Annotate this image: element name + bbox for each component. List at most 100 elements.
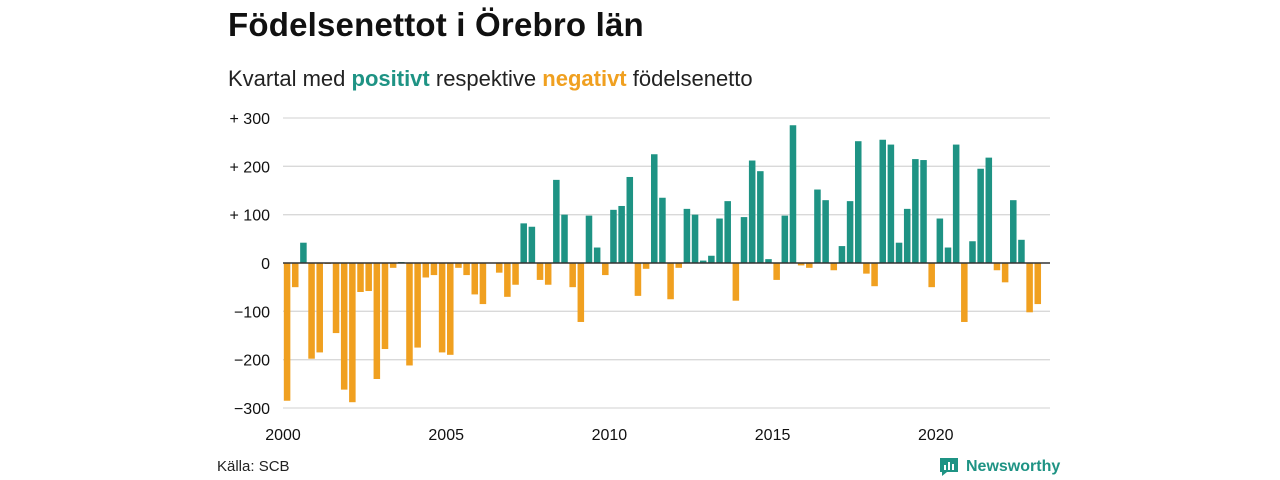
bar (553, 179, 560, 263)
bar (406, 263, 413, 366)
bar (1034, 263, 1042, 305)
x-tick-label: 2000 (265, 427, 301, 444)
bar (765, 259, 772, 263)
bar (438, 263, 446, 353)
x-tick-label: 2020 (918, 427, 954, 444)
x-axis-tick-labels: 2000 2005 2010 2015 2020 (265, 427, 953, 444)
bar (495, 263, 503, 273)
bar (373, 263, 381, 379)
bar (544, 263, 552, 285)
bar (928, 263, 935, 288)
bar (349, 263, 356, 403)
bar (854, 141, 862, 263)
bar (512, 263, 519, 285)
bar (610, 209, 617, 263)
bar (634, 263, 642, 296)
bar (814, 189, 821, 263)
bar (300, 242, 307, 263)
bar (642, 263, 650, 269)
bar (504, 263, 511, 297)
bar (430, 263, 438, 276)
bar (1001, 263, 1009, 283)
source-label: Källa: SCB (217, 458, 290, 475)
bar (1026, 263, 1033, 313)
bar (536, 263, 544, 280)
x-tick-label: 2005 (428, 427, 464, 444)
brand-name: Newsworthy (966, 458, 1061, 475)
bar (871, 263, 878, 287)
bar (822, 200, 829, 263)
bar (479, 263, 487, 305)
bar (708, 255, 715, 263)
bar (455, 263, 462, 268)
bar (316, 263, 323, 353)
y-tick-label: −100 (234, 304, 270, 321)
bar (789, 125, 797, 263)
bar (308, 263, 315, 359)
bar (683, 208, 691, 263)
subtitle-middle: respektive (435, 66, 537, 91)
y-tick-label: + 300 (230, 111, 271, 128)
y-tick-label: + 100 (230, 208, 271, 225)
x-tick-label: 2010 (592, 427, 628, 444)
bar (920, 160, 927, 263)
bar (585, 215, 593, 263)
y-tick-label: + 200 (230, 159, 271, 176)
bar (985, 157, 993, 263)
subtitle-negative-word: negativt (542, 66, 627, 91)
bar (528, 226, 536, 263)
bar (651, 154, 658, 263)
bar (447, 263, 454, 355)
subtitle-prefix: Kvartal med (228, 66, 346, 91)
bar (887, 144, 895, 263)
bar (748, 160, 756, 263)
bar (724, 201, 731, 263)
brand-logo[interactable]: Newsworthy (938, 456, 1060, 478)
bar (602, 263, 609, 276)
bar (912, 159, 919, 263)
bar (903, 208, 911, 263)
x-tick-label: 2015 (755, 427, 791, 444)
bar (593, 247, 601, 263)
bars (283, 125, 1042, 403)
bar (340, 263, 348, 390)
bar (357, 263, 364, 292)
bar (691, 214, 699, 263)
bar (381, 263, 389, 350)
bar (577, 263, 585, 322)
bar (618, 205, 625, 263)
bar (291, 263, 299, 288)
subtitle-suffix: födelsenetto (632, 66, 753, 91)
bar (332, 263, 340, 334)
chart-title: Födelsenettot i Örebro län (228, 6, 644, 43)
bar (569, 263, 576, 288)
bar (797, 263, 805, 266)
bar (936, 218, 944, 263)
bar (1018, 239, 1025, 263)
bar (846, 201, 854, 263)
y-tick-label: −300 (234, 401, 270, 418)
bar (471, 263, 479, 295)
bar (969, 241, 976, 263)
bar (659, 197, 666, 263)
y-tick-label: −200 (234, 353, 270, 370)
bar (732, 263, 740, 301)
bar (740, 217, 748, 263)
bar (781, 215, 789, 263)
bar (838, 246, 846, 263)
bar (773, 263, 780, 280)
bar (977, 168, 984, 263)
chart-subtitle: Kvartal med positivt respektive negativt… (228, 66, 753, 92)
bar (561, 214, 568, 263)
bar (806, 263, 813, 268)
bar (879, 139, 886, 263)
y-tick-label: 0 (261, 256, 270, 273)
bar (944, 247, 952, 263)
y-axis-tick-labels: + 300 + 200 + 100 0 −100 −200 −300 (230, 111, 271, 418)
newsworthy-logo-icon (940, 458, 958, 476)
bar (757, 171, 764, 263)
bar (830, 263, 838, 271)
bar (961, 263, 968, 322)
bar (365, 263, 372, 292)
